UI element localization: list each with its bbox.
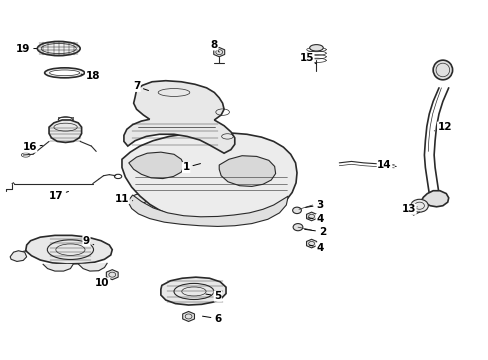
Text: 13: 13: [401, 204, 416, 214]
Ellipse shape: [37, 41, 80, 56]
Circle shape: [292, 207, 301, 213]
Text: 12: 12: [433, 122, 451, 132]
Polygon shape: [10, 251, 27, 261]
Polygon shape: [78, 263, 107, 271]
Polygon shape: [219, 156, 275, 186]
Text: 4: 4: [307, 214, 323, 224]
Text: 2: 2: [304, 227, 325, 237]
Polygon shape: [213, 48, 224, 57]
Polygon shape: [26, 235, 112, 264]
Polygon shape: [306, 212, 316, 221]
Polygon shape: [306, 239, 316, 248]
Text: 16: 16: [22, 142, 42, 152]
Polygon shape: [421, 191, 448, 207]
Polygon shape: [123, 81, 234, 153]
Polygon shape: [127, 195, 287, 226]
Text: 5: 5: [205, 291, 221, 301]
Ellipse shape: [44, 68, 84, 78]
Polygon shape: [122, 132, 296, 221]
Polygon shape: [131, 194, 147, 204]
Text: 14: 14: [376, 160, 395, 170]
Polygon shape: [161, 277, 225, 305]
Text: 15: 15: [299, 53, 316, 64]
Polygon shape: [128, 152, 184, 179]
Text: 10: 10: [95, 277, 109, 288]
Text: 18: 18: [81, 71, 100, 81]
Polygon shape: [106, 270, 118, 280]
Circle shape: [292, 224, 302, 231]
Text: 4: 4: [309, 243, 323, 253]
Ellipse shape: [49, 70, 80, 76]
Text: 3: 3: [305, 200, 323, 210]
Polygon shape: [183, 311, 194, 321]
Text: 17: 17: [48, 191, 68, 201]
Text: 6: 6: [202, 314, 221, 324]
Text: 7: 7: [133, 81, 148, 91]
Ellipse shape: [432, 60, 452, 80]
Text: 1: 1: [182, 162, 200, 172]
Text: 9: 9: [83, 236, 94, 246]
Ellipse shape: [309, 45, 323, 51]
Polygon shape: [49, 120, 81, 143]
Polygon shape: [42, 264, 73, 271]
Text: 11: 11: [115, 194, 132, 203]
Circle shape: [410, 199, 427, 212]
Text: 19: 19: [16, 44, 37, 54]
Text: 8: 8: [210, 40, 219, 52]
